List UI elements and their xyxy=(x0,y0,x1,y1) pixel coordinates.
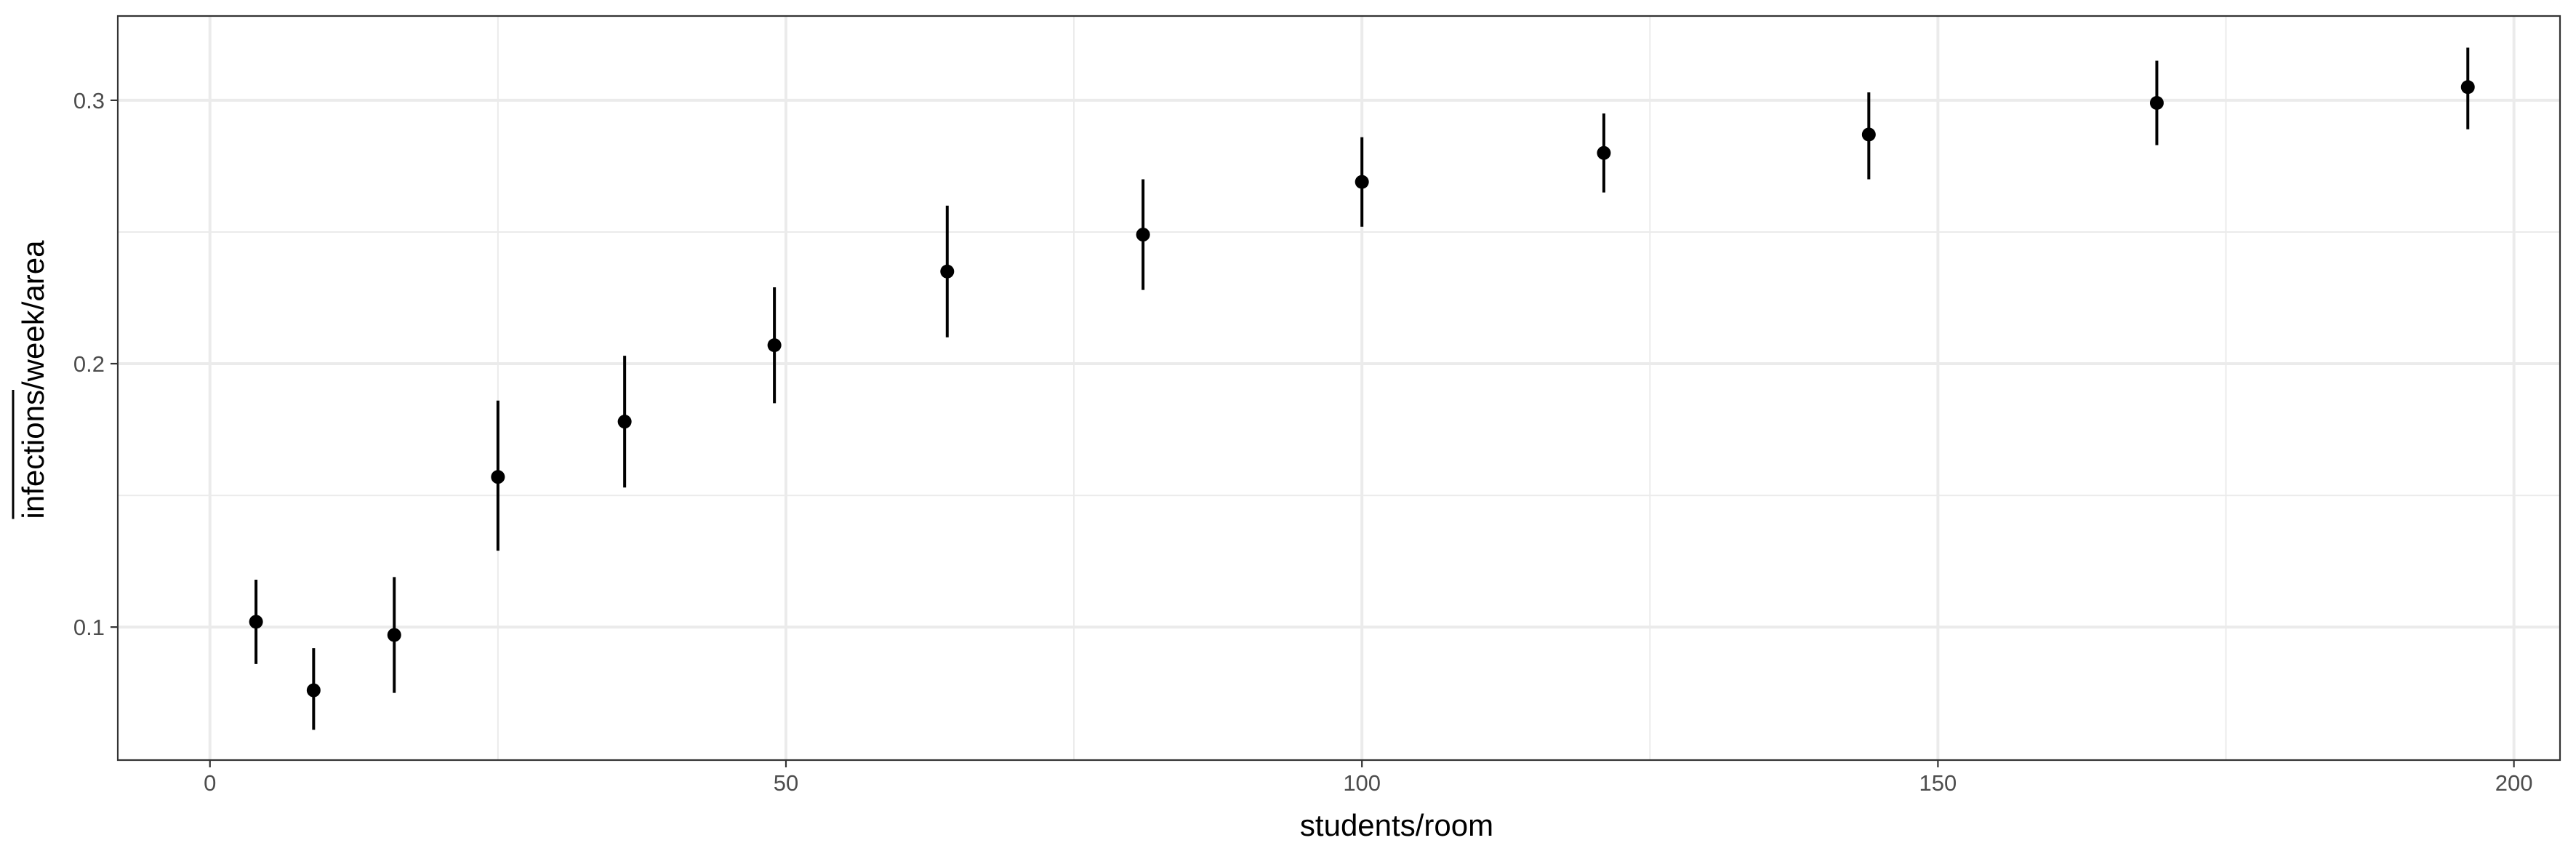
x-tick-label: 150 xyxy=(1919,770,1957,796)
data-points xyxy=(249,80,2475,698)
x-tick-label: 100 xyxy=(1343,770,1381,796)
svg-text:infections/week/area: infections/week/area xyxy=(16,240,50,519)
x-axis-ticks xyxy=(209,760,2515,767)
data-point xyxy=(617,415,632,429)
y-axis-title-rest: /week/area xyxy=(16,240,50,390)
x-tick-label: 50 xyxy=(774,770,798,796)
y-axis-title: infections/week/area xyxy=(12,240,50,519)
y-axis-tick-labels: 0.1 0.2 0.3 xyxy=(73,88,105,640)
data-point xyxy=(249,615,263,629)
data-point xyxy=(306,683,321,698)
data-point xyxy=(940,264,955,279)
data-point xyxy=(1136,228,1150,242)
data-point xyxy=(2460,80,2475,95)
data-point xyxy=(767,338,782,353)
x-tick-label: 0 xyxy=(204,770,216,796)
x-tick-label: 200 xyxy=(2495,770,2533,796)
y-axis-title-overlined: infections xyxy=(16,390,50,519)
data-point xyxy=(491,470,505,484)
y-axis-ticks xyxy=(111,99,118,628)
y-tick-label: 0.2 xyxy=(73,351,105,377)
data-point xyxy=(387,628,401,642)
data-point xyxy=(1597,145,1611,160)
y-tick-label: 0.1 xyxy=(73,615,105,640)
x-axis-tick-labels: 0 50 100 150 200 xyxy=(204,770,2532,796)
data-point xyxy=(1355,175,1369,189)
y-tick-label: 0.3 xyxy=(73,88,105,113)
data-point xyxy=(2149,96,2164,111)
panel-border xyxy=(116,15,2561,762)
grid-minor xyxy=(118,16,2560,760)
data-point xyxy=(1861,127,1876,142)
x-axis-title: students/room xyxy=(1300,808,1493,842)
